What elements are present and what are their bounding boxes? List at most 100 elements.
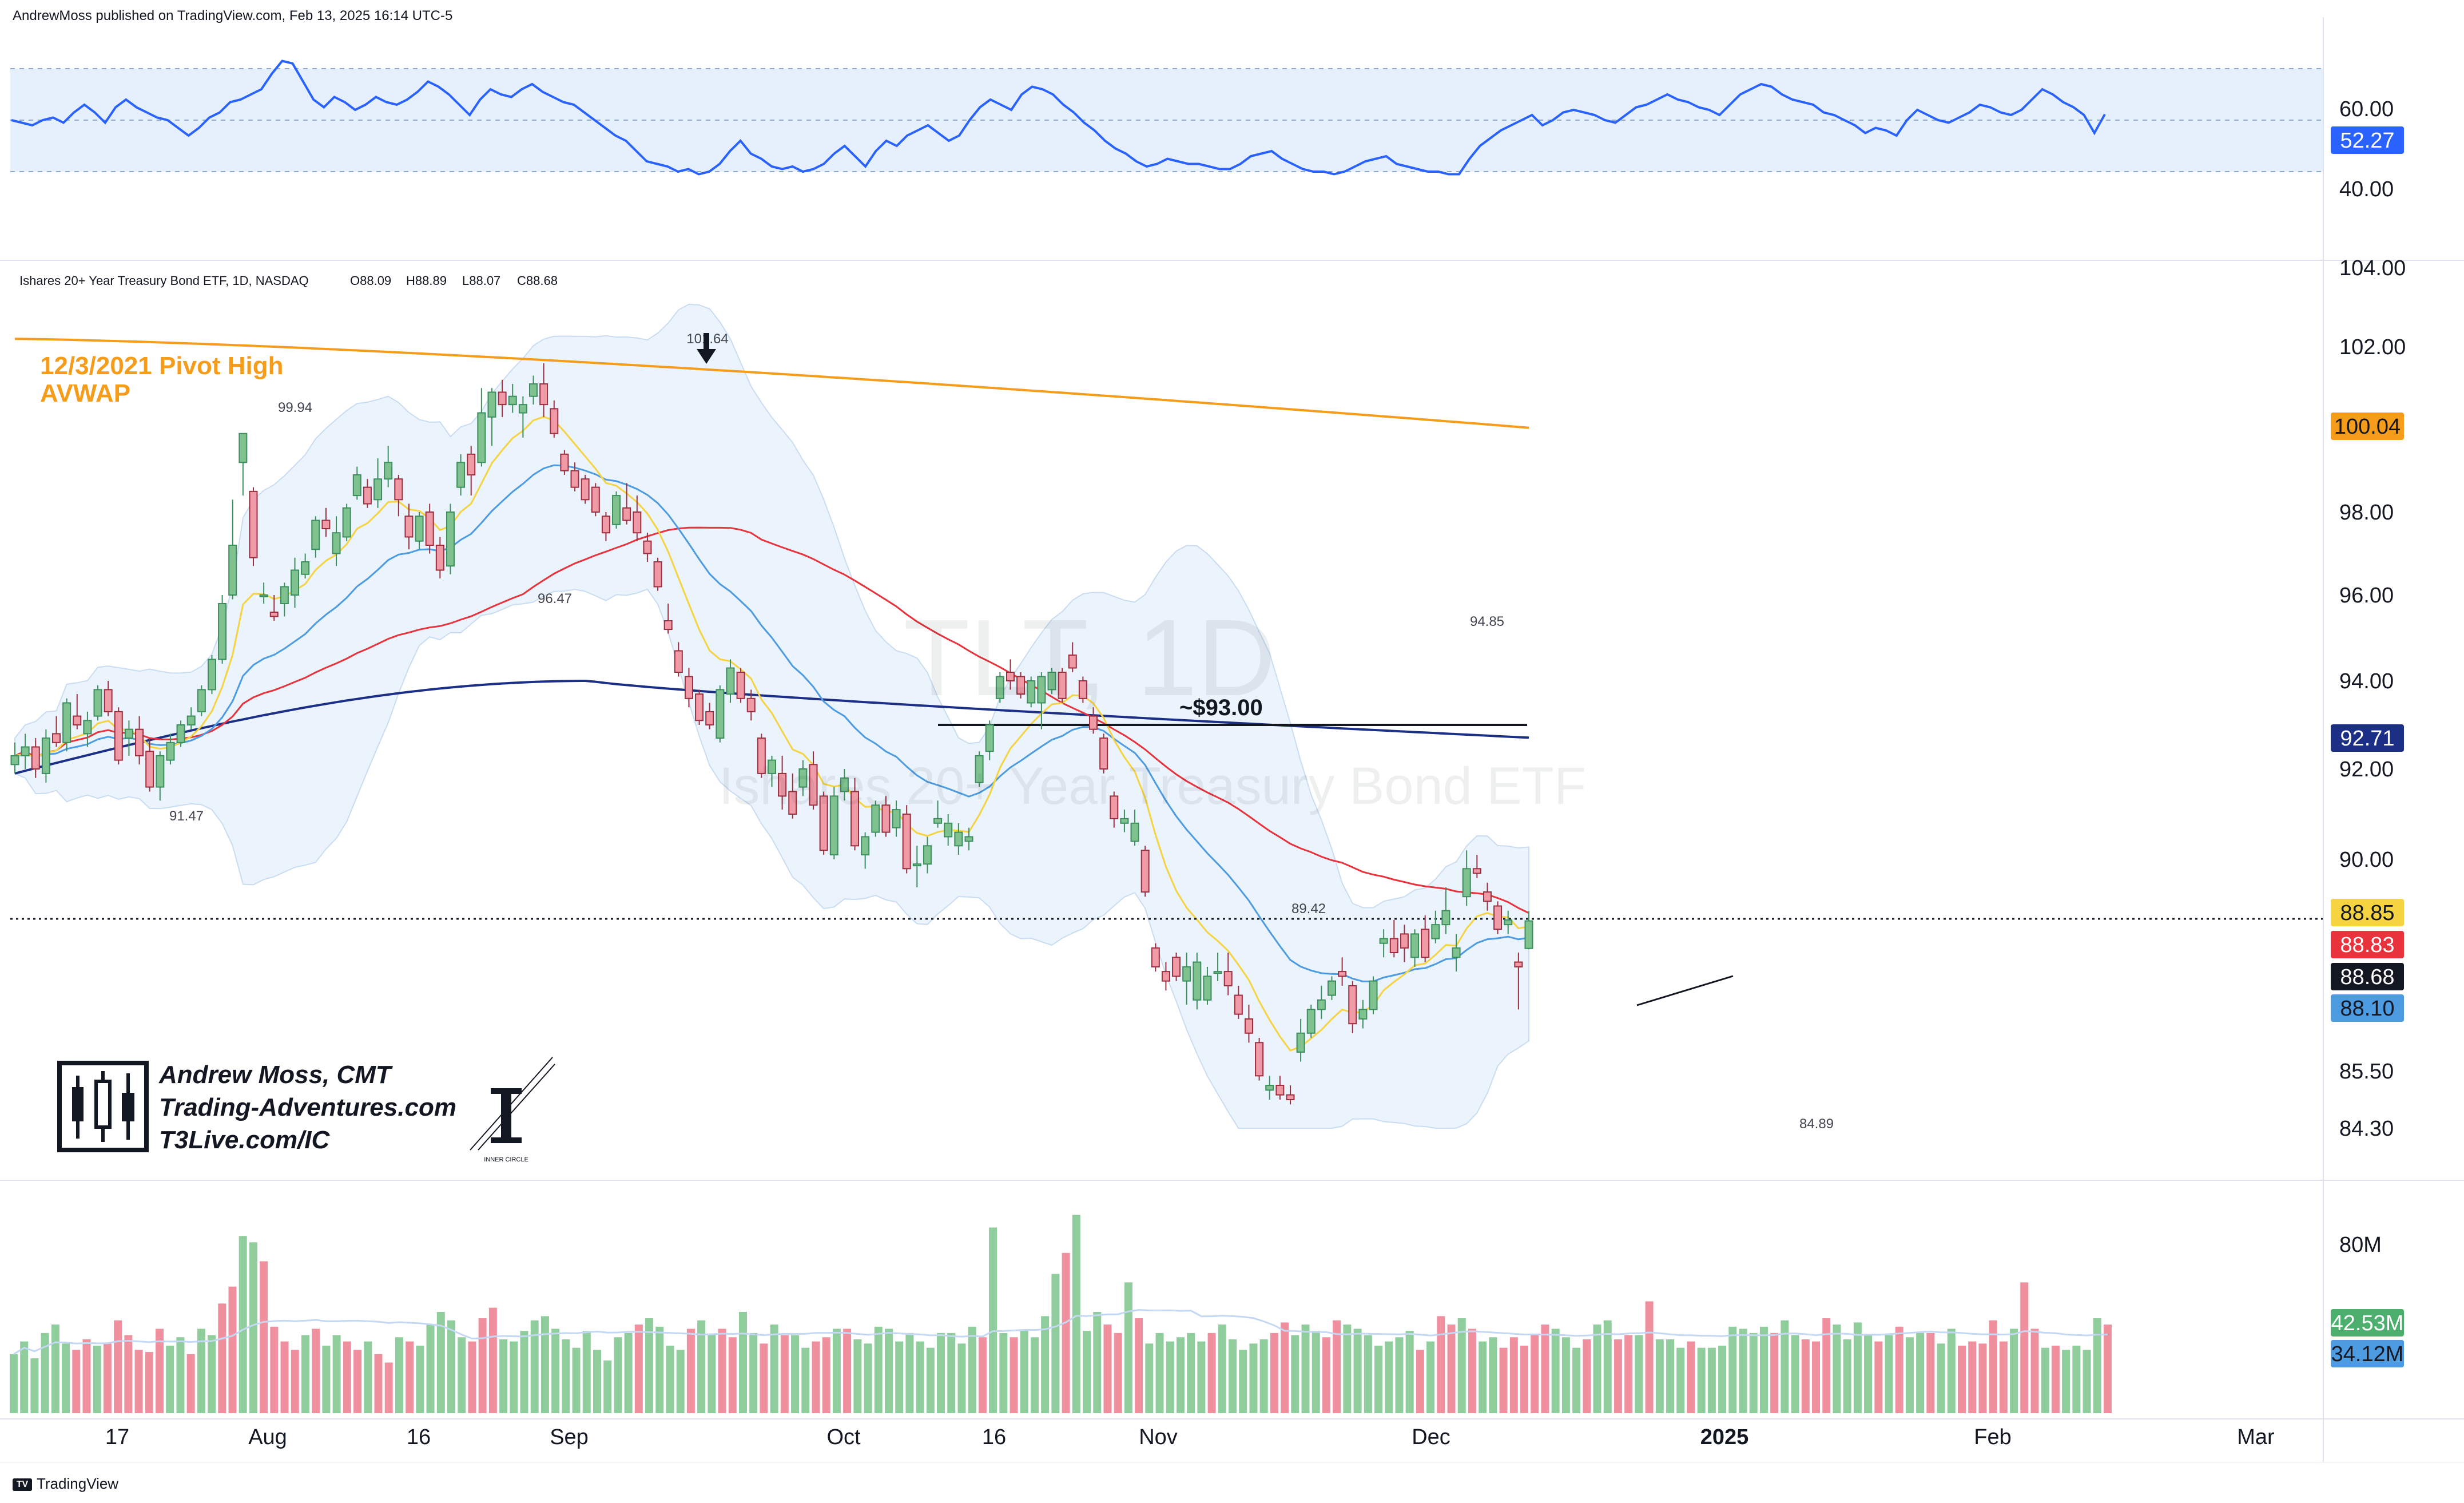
volume-bar[interactable] xyxy=(62,1343,70,1413)
volume-bar[interactable] xyxy=(458,1337,466,1413)
volume-bar[interactable] xyxy=(1833,1324,1841,1413)
volume-bar[interactable] xyxy=(1489,1337,1497,1413)
candle[interactable] xyxy=(218,595,227,664)
volume-bar[interactable] xyxy=(291,1350,299,1413)
volume-bar[interactable] xyxy=(1749,1333,1758,1413)
volume-bar[interactable] xyxy=(728,1337,737,1413)
volume-bar[interactable] xyxy=(1561,1337,1570,1413)
volume-bar[interactable] xyxy=(1395,1337,1404,1413)
candle[interactable] xyxy=(1203,966,1212,1005)
candle[interactable] xyxy=(1172,953,1181,981)
volume-bar[interactable] xyxy=(1583,1339,1591,1413)
candle[interactable] xyxy=(851,778,860,851)
volume-bar[interactable] xyxy=(72,1350,81,1413)
volume-bar[interactable] xyxy=(634,1324,643,1413)
volume-bar[interactable] xyxy=(541,1316,549,1413)
volume-bar[interactable] xyxy=(1041,1316,1050,1413)
candle[interactable] xyxy=(560,450,569,475)
candle[interactable] xyxy=(1027,676,1036,708)
candle[interactable] xyxy=(456,454,466,496)
candle[interactable] xyxy=(954,823,963,855)
volume-bar[interactable] xyxy=(1968,1341,1977,1413)
volume-bar[interactable] xyxy=(593,1350,601,1413)
volume-bar[interactable] xyxy=(1353,1328,1362,1414)
volume-bar[interactable] xyxy=(1333,1320,1341,1413)
volume-bar[interactable] xyxy=(947,1333,956,1413)
candle[interactable] xyxy=(1410,929,1420,967)
candle[interactable] xyxy=(861,832,870,869)
candle[interactable] xyxy=(311,516,320,558)
candle[interactable] xyxy=(1110,791,1119,828)
candle[interactable] xyxy=(269,595,279,621)
volume-bar[interactable] xyxy=(676,1350,685,1413)
volume-bar[interactable] xyxy=(103,1343,112,1413)
volume-bar[interactable] xyxy=(2051,1346,2060,1413)
candle[interactable] xyxy=(1328,976,1337,1000)
volume-bar[interactable] xyxy=(1499,1347,1508,1413)
candle[interactable] xyxy=(1223,953,1233,996)
volume-bar[interactable] xyxy=(1437,1316,1445,1413)
candle[interactable] xyxy=(186,707,196,729)
candle[interactable] xyxy=(1089,707,1098,734)
volume-bar[interactable] xyxy=(562,1339,570,1413)
volume-bar[interactable] xyxy=(353,1350,362,1413)
candle[interactable] xyxy=(83,711,92,747)
volume-bar[interactable] xyxy=(1874,1341,1883,1413)
volume-bar[interactable] xyxy=(1103,1324,1112,1413)
volume-bar[interactable] xyxy=(1531,1335,1539,1413)
volume-bar[interactable] xyxy=(864,1343,872,1413)
candle[interactable] xyxy=(1524,911,1533,950)
volume-bar[interactable] xyxy=(1541,1324,1549,1413)
volume-bar[interactable] xyxy=(1281,1322,1289,1413)
volume-bar[interactable] xyxy=(801,1347,810,1413)
candle[interactable] xyxy=(1472,855,1481,878)
volume-bar[interactable] xyxy=(1145,1343,1154,1413)
candle[interactable] xyxy=(695,689,704,725)
volume-bar[interactable] xyxy=(1864,1335,1873,1413)
candle[interactable] xyxy=(1389,919,1398,958)
candle[interactable] xyxy=(798,760,808,796)
candle[interactable] xyxy=(767,755,776,787)
candle[interactable] xyxy=(363,479,372,508)
candle[interactable] xyxy=(332,516,341,566)
volume-bar[interactable] xyxy=(1958,1346,1966,1413)
volume-bar[interactable] xyxy=(1229,1339,1237,1413)
candle[interactable] xyxy=(93,685,102,721)
volume-bar[interactable] xyxy=(218,1303,226,1413)
volume-bar[interactable] xyxy=(2072,1346,2081,1413)
volume-bar[interactable] xyxy=(791,1335,800,1413)
volume-bar[interactable] xyxy=(697,1320,706,1413)
volume-bar[interactable] xyxy=(1218,1324,1226,1413)
volume-bar[interactable] xyxy=(1405,1331,1414,1413)
volume-bar[interactable] xyxy=(2010,1328,2018,1414)
volume-bar[interactable] xyxy=(686,1328,695,1414)
candle[interactable] xyxy=(1078,676,1087,703)
candle[interactable] xyxy=(477,388,486,467)
candle[interactable] xyxy=(1369,976,1378,1014)
volume-bar[interactable] xyxy=(2020,1282,2029,1413)
candle[interactable] xyxy=(31,738,40,778)
volume-bar[interactable] xyxy=(124,1335,133,1413)
volume-bar[interactable] xyxy=(468,1341,476,1413)
candle[interactable] xyxy=(1151,943,1160,972)
volume-bar[interactable] xyxy=(1624,1335,1633,1413)
volume-bar[interactable] xyxy=(1895,1326,1903,1413)
volume-bar[interactable] xyxy=(2062,1350,2070,1413)
volume-bar[interactable] xyxy=(1843,1339,1851,1413)
volume-bar[interactable] xyxy=(270,1326,279,1413)
volume-bar[interactable] xyxy=(1239,1350,1247,1413)
volume-bar[interactable] xyxy=(1155,1333,1164,1413)
candle[interactable] xyxy=(674,642,683,677)
candle[interactable] xyxy=(529,375,538,405)
candle[interactable] xyxy=(508,384,517,413)
volume-bar[interactable] xyxy=(822,1337,830,1413)
volume-bar[interactable] xyxy=(1999,1341,2008,1413)
candle[interactable] xyxy=(487,388,496,446)
candle[interactable] xyxy=(1441,887,1450,934)
volume-bar[interactable] xyxy=(1759,1326,1768,1413)
candle[interactable] xyxy=(1255,1038,1264,1081)
volume-bar[interactable] xyxy=(1072,1215,1080,1413)
volume-bar[interactable] xyxy=(989,1227,997,1414)
volume-bar[interactable] xyxy=(1312,1331,1320,1413)
volume-bar[interactable] xyxy=(530,1320,539,1413)
